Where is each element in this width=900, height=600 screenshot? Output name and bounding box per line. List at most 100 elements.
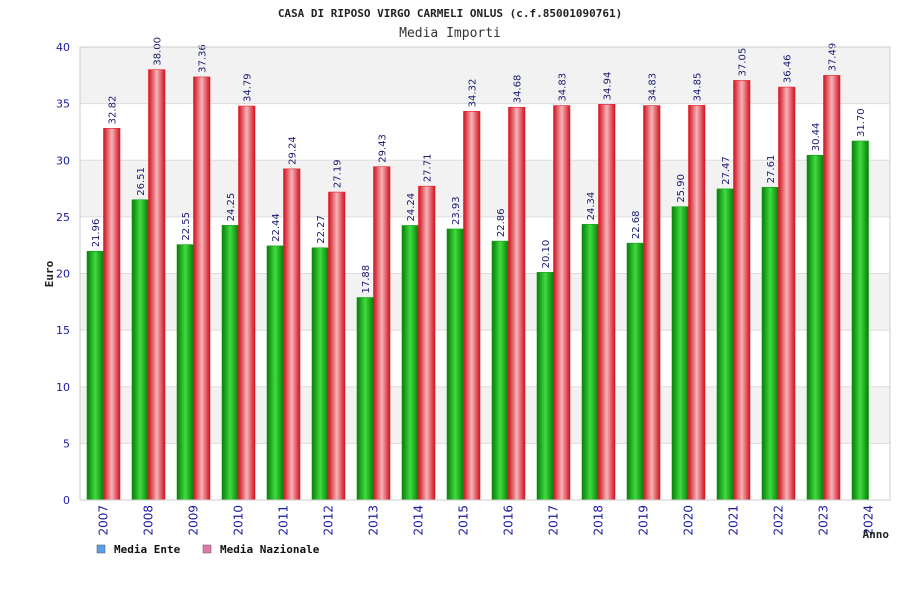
- x-tick-label: 2012: [322, 505, 336, 536]
- bar-media-ente-2010: [221, 225, 239, 501]
- x-tick-label: 2023: [817, 505, 831, 536]
- value-label: 29.43: [378, 134, 389, 163]
- value-labels: 21.96 32.82 26.51 38.00 22.55 37.36 24.25 34.79…: [91, 37, 867, 293]
- value-label: 34.83: [648, 73, 659, 102]
- y-tick-label: 5: [63, 437, 70, 450]
- bar-media-ente-2021: [716, 188, 734, 501]
- x-axis-ticks: 2007 2008 2009 2010 2011 2012 2013 2014 2015 2016…: [97, 505, 876, 536]
- bar-media-nazionale-2017: [553, 105, 571, 501]
- chart-title: CASA DI RIPOSO VIRGO CARMELI ONLUS (c.f.…: [278, 7, 622, 20]
- y-tick-label: 25: [56, 211, 70, 224]
- bar-media-ente-2017: [536, 272, 554, 501]
- legend-label-media-ente: Media Ente: [114, 543, 181, 556]
- value-label: 22.86: [496, 208, 507, 237]
- value-label: 31.70: [856, 108, 867, 137]
- bar-media-ente-2015: [446, 228, 464, 501]
- bar-media-ente-2013: [356, 297, 374, 501]
- bar-media-ente-2018: [581, 224, 599, 501]
- grid-band: [80, 47, 890, 104]
- value-label: 22.68: [631, 211, 642, 240]
- value-label: 34.85: [693, 73, 704, 102]
- bar-media-nazionale-2020: [688, 105, 706, 501]
- value-label: 21.96: [91, 219, 102, 248]
- y-tick-label: 40: [56, 41, 70, 54]
- x-tick-label: 2016: [502, 505, 516, 536]
- bars: [86, 69, 869, 501]
- x-tick-label: 2015: [457, 505, 471, 536]
- legend-swatch-media-ente: [96, 544, 106, 554]
- value-label: 22.44: [271, 213, 282, 242]
- bar-media-nazionale-2009: [193, 76, 211, 501]
- bar-media-ente-2023: [806, 154, 824, 501]
- grid-band: [80, 386, 890, 444]
- bar-media-ente-2022: [761, 187, 779, 501]
- bar-media-ente-2011: [266, 245, 284, 501]
- x-tick-label: 2021: [727, 505, 741, 536]
- x-tick-label: 2018: [592, 505, 606, 536]
- value-label: 34.32: [468, 79, 479, 108]
- value-label: 24.34: [586, 192, 597, 221]
- value-label: 27.71: [423, 154, 434, 183]
- value-label: 17.88: [361, 265, 372, 294]
- y-tick-label: 10: [56, 381, 70, 394]
- y-tick-label: 35: [56, 98, 70, 111]
- legend-swatch-media-nazionale: [202, 544, 212, 554]
- x-tick-label: 2017: [547, 505, 561, 536]
- bar-media-nazionale-2013: [373, 166, 391, 501]
- value-label: 37.36: [198, 44, 209, 73]
- value-label: 34.94: [603, 72, 614, 101]
- bar-media-ente-2014: [401, 225, 419, 501]
- value-label: 37.49: [828, 43, 839, 72]
- legend-item-media-ente: Media Ente: [96, 543, 181, 556]
- y-tick-label: 0: [63, 494, 70, 507]
- x-tick-label: 2013: [367, 505, 381, 536]
- bar-media-nazionale-2019: [643, 105, 661, 501]
- y-axis-ticks: 0 5 10 15 20 25 30 35 40: [56, 41, 70, 507]
- value-label: 29.24: [288, 136, 299, 165]
- value-label: 38.00: [153, 37, 164, 66]
- bar-media-nazionale-2016: [508, 106, 526, 501]
- y-tick-label: 20: [56, 268, 70, 281]
- bar-media-nazionale-2015: [463, 111, 481, 501]
- value-label: 20.10: [541, 240, 552, 269]
- legend-item-media-nazionale: Media Nazionale: [202, 543, 320, 556]
- legend: Media Ente Media Nazionale: [96, 543, 320, 556]
- value-label: 26.51: [136, 167, 147, 196]
- bar-media-nazionale-2010: [238, 105, 256, 501]
- bar-media-ente-2008: [131, 199, 149, 501]
- bar-media-nazionale-2022: [778, 86, 796, 501]
- bar-media-nazionale-2018: [598, 104, 616, 501]
- value-label: 27.61: [766, 155, 777, 184]
- value-label: 30.44: [811, 123, 822, 152]
- bar-media-ente-2016: [491, 240, 509, 501]
- x-tick-label: 2007: [97, 505, 111, 536]
- x-tick-label: 2022: [772, 505, 786, 536]
- value-label: 34.83: [558, 73, 569, 102]
- grid-band: [80, 273, 890, 331]
- value-label: 34.79: [243, 73, 254, 102]
- plot-border: [79, 46, 891, 501]
- value-label: 23.93: [451, 196, 462, 225]
- value-label: 37.05: [738, 48, 749, 77]
- value-label: 27.47: [721, 156, 732, 185]
- legend-label-media-nazionale: Media Nazionale: [220, 543, 320, 556]
- bar-media-ente-2024: [851, 140, 869, 501]
- value-label: 24.24: [406, 193, 417, 222]
- x-tick-label: 2024: [862, 505, 876, 536]
- x-tick-label: 2008: [142, 505, 156, 536]
- y-axis-label: Euro: [43, 260, 56, 287]
- y-tick-label: 30: [56, 154, 70, 167]
- x-tick-label: 2014: [412, 505, 426, 536]
- bar-media-nazionale-2011: [283, 168, 301, 501]
- value-label: 22.55: [181, 212, 192, 241]
- x-tick-label: 2009: [187, 505, 201, 536]
- bar-media-ente-2007: [86, 251, 104, 501]
- value-label: 32.82: [108, 96, 119, 125]
- bar-media-nazionale-2021: [733, 80, 751, 501]
- chart-subtitle: Media Importi: [399, 26, 501, 41]
- x-tick-label: 2020: [682, 505, 696, 536]
- value-label: 22.27: [316, 215, 327, 244]
- bar-media-nazionale-2023: [823, 75, 841, 501]
- value-label: 27.19: [333, 159, 344, 188]
